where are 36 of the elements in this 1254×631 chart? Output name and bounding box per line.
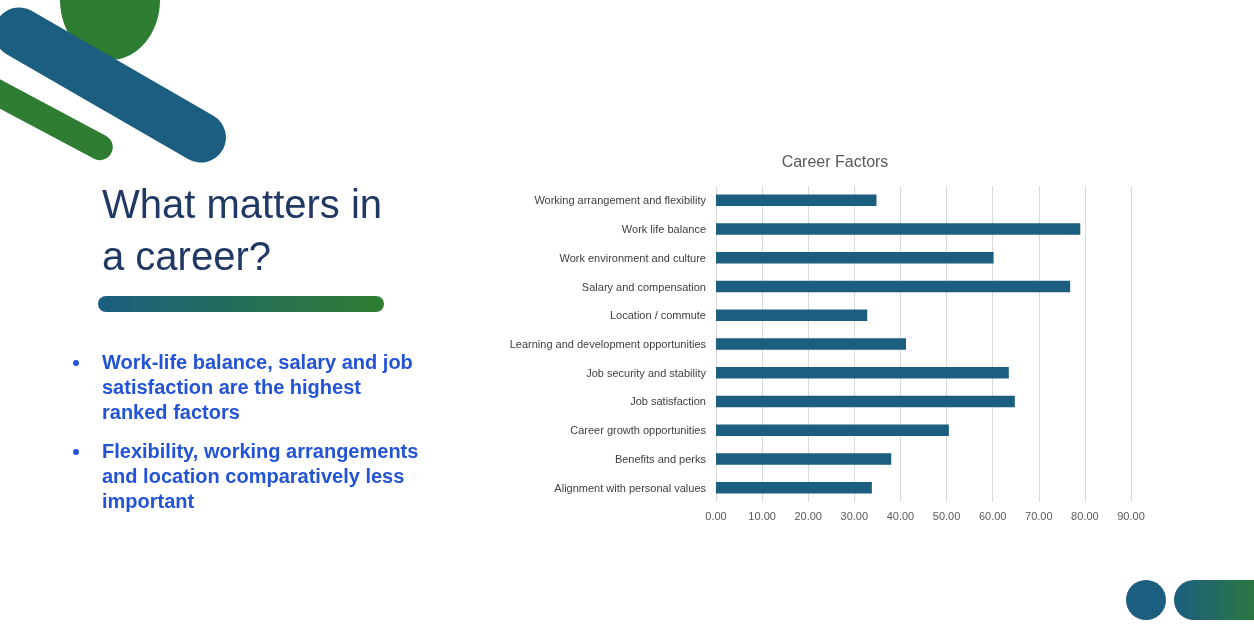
- bar: [716, 481, 872, 494]
- x-tick-label: 10.00: [748, 509, 776, 522]
- x-tick-label: 60.00: [978, 509, 1007, 522]
- x-tick-label: 90.00: [1117, 509, 1145, 522]
- x-tick-label: 50.00: [932, 509, 961, 522]
- y-tick-label: Work environment and culture: [559, 251, 706, 264]
- y-tick-label: Learning and development opportunities: [509, 338, 707, 350]
- y-tick-label: Working arrangement and flexibility: [534, 194, 707, 207]
- bar: [716, 309, 868, 322]
- y-tick-label: Salary and compensation: [581, 280, 706, 293]
- text: What matters in a career?: [102, 181, 384, 280]
- bar: [716, 223, 1081, 235]
- bar: [716, 453, 892, 465]
- bar: [716, 194, 877, 207]
- x-tick-label: 0.00: [705, 509, 727, 522]
- x-tick-label: 70.00: [1025, 509, 1053, 522]
- bar: [716, 424, 949, 436]
- x-tick-label: 30.00: [840, 509, 869, 522]
- x-tick-label: 20.00: [794, 509, 822, 522]
- chart-title: Career Factors: [781, 152, 889, 170]
- y-tick-label: Location / commute: [610, 309, 706, 322]
- bar: [716, 252, 994, 264]
- x-tick-label: 80.00: [1071, 509, 1099, 522]
- text: Work-life balance, salary and job satisfaction are the highest ranked factors: [102, 350, 414, 425]
- bar: [716, 366, 1009, 379]
- text: Flexibility, working arrangements and location comparatively less important: [102, 439, 420, 514]
- bar: [716, 280, 1071, 293]
- bar: [716, 338, 906, 350]
- bar: [716, 395, 1015, 408]
- y-tick-label: Work life balance: [621, 223, 706, 236]
- y-tick-label: Job satisfaction: [630, 395, 706, 408]
- y-tick-label: Career growth opportunities: [570, 424, 707, 437]
- y-tick-label: Alignment with personal values: [554, 481, 707, 494]
- y-tick-label: Benefits and perks: [614, 452, 707, 465]
- y-tick-label: Job security and stability: [586, 366, 707, 379]
- x-tick-label: 40.00: [886, 509, 915, 522]
